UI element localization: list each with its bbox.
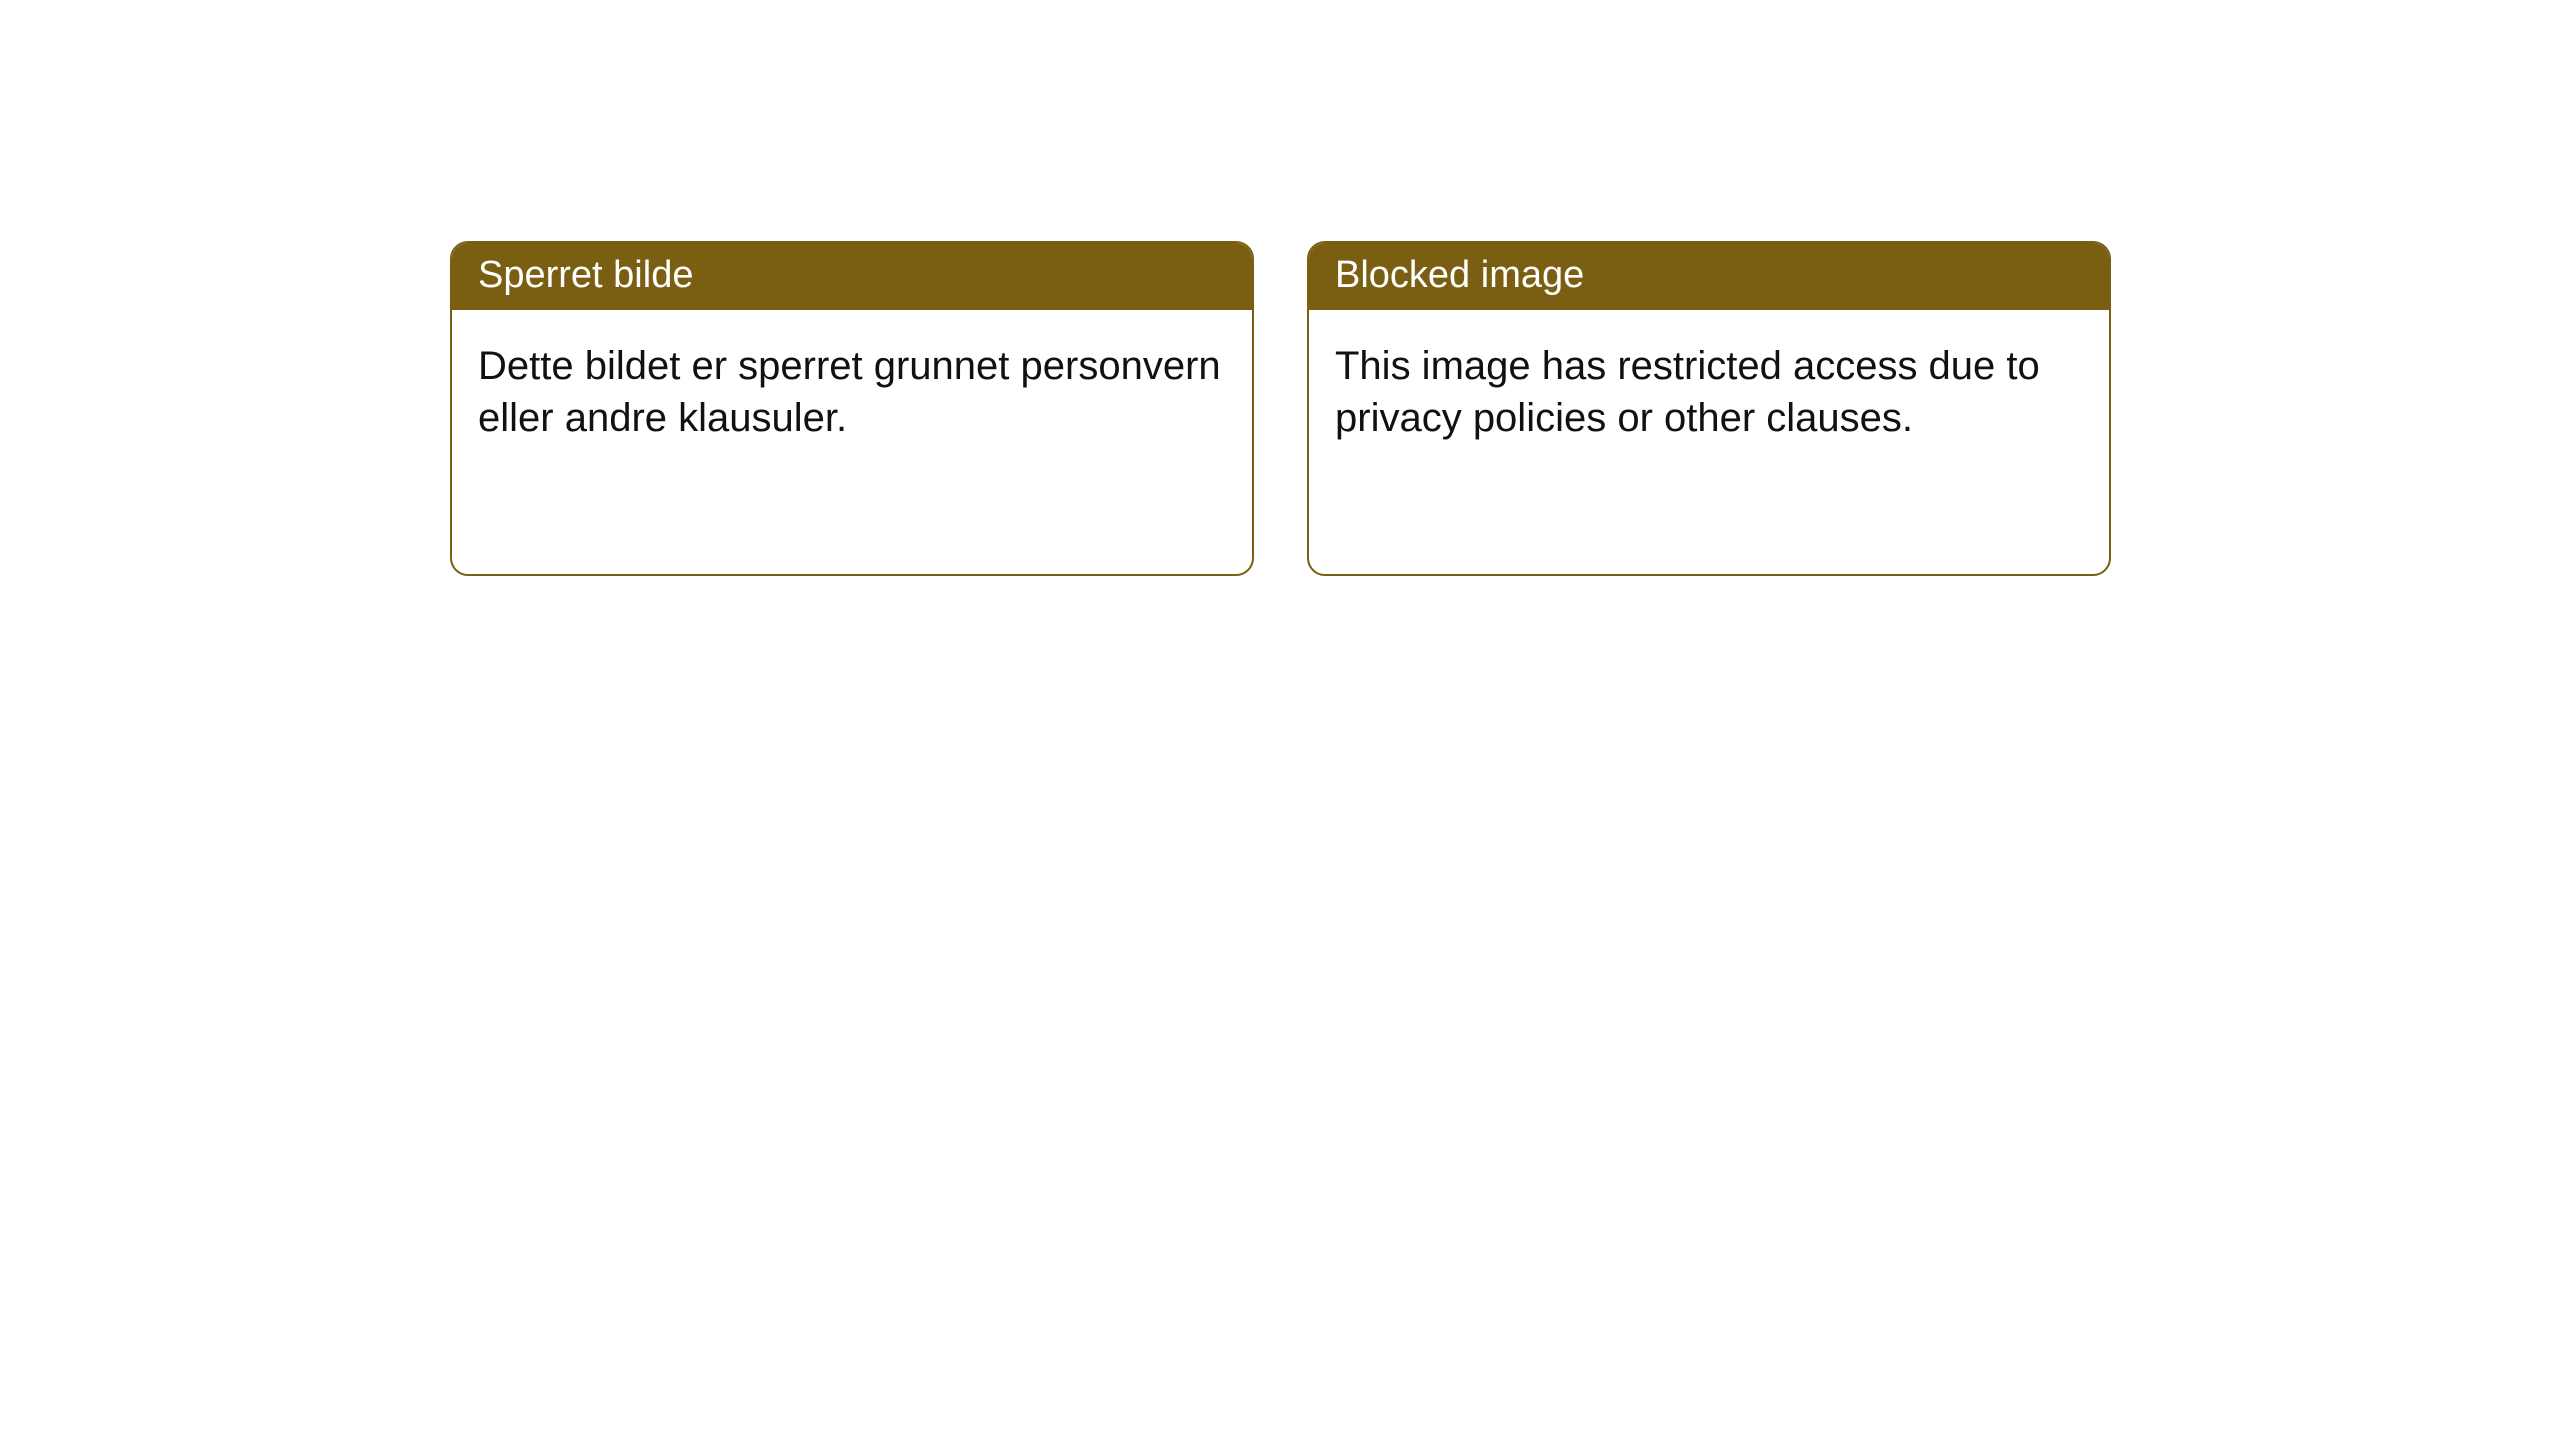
notice-cards-container: Sperret bilde Dette bildet er sperret gr… <box>450 241 2111 576</box>
notice-card-body-en: This image has restricted access due to … <box>1309 310 2109 474</box>
notice-card-no: Sperret bilde Dette bildet er sperret gr… <box>450 241 1254 576</box>
notice-card-en: Blocked image This image has restricted … <box>1307 241 2111 576</box>
notice-card-header-en: Blocked image <box>1309 243 2109 310</box>
notice-card-header-no: Sperret bilde <box>452 243 1252 310</box>
notice-card-body-no: Dette bildet er sperret grunnet personve… <box>452 310 1252 474</box>
